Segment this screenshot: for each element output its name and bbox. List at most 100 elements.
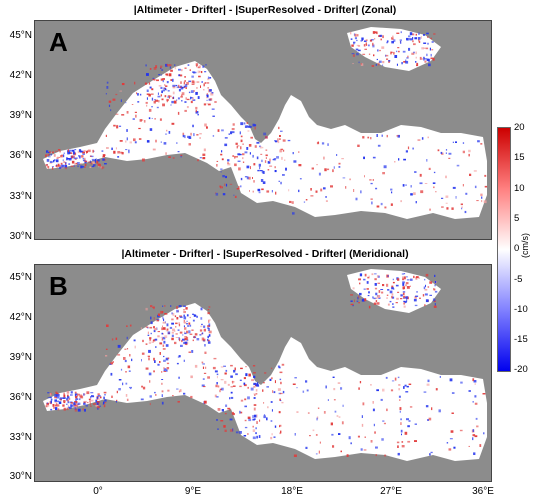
anomaly-speck bbox=[389, 290, 393, 294]
anomaly-speck bbox=[409, 38, 413, 41]
anomaly-speck bbox=[377, 275, 380, 278]
anomaly-speck bbox=[48, 156, 51, 158]
anomaly-speck bbox=[159, 118, 162, 121]
anomaly-speck bbox=[270, 436, 273, 440]
anomaly-speck bbox=[296, 387, 298, 389]
anomaly-speck bbox=[397, 376, 400, 379]
anomaly-speck bbox=[423, 58, 425, 61]
anomaly-speck bbox=[200, 307, 203, 311]
anomaly-speck bbox=[310, 188, 312, 191]
anomaly-speck bbox=[392, 306, 395, 308]
anomaly-speck bbox=[315, 453, 318, 455]
anomaly-speck bbox=[429, 281, 433, 284]
anomaly-speck bbox=[428, 63, 431, 67]
anomaly-speck bbox=[203, 372, 207, 374]
anomaly-speck bbox=[338, 162, 341, 165]
anomaly-speck bbox=[145, 367, 149, 370]
anomaly-speck bbox=[428, 417, 432, 421]
colorbar-tick-10: 10 bbox=[514, 183, 525, 194]
anomaly-speck bbox=[165, 357, 169, 361]
anomaly-speck bbox=[255, 383, 259, 386]
anomaly-speck bbox=[199, 334, 202, 336]
anomaly-speck bbox=[161, 379, 164, 380]
anomaly-speck bbox=[434, 281, 437, 284]
anomaly-speck bbox=[160, 310, 163, 314]
anomaly-speck bbox=[446, 442, 449, 444]
anomaly-speck bbox=[225, 175, 227, 179]
anomaly-speck bbox=[147, 334, 150, 336]
lat-label-b-33: 33°N bbox=[9, 432, 32, 443]
anomaly-speck bbox=[336, 415, 339, 417]
anomaly-speck bbox=[118, 125, 122, 127]
anomaly-speck bbox=[302, 390, 305, 393]
anomaly-speck bbox=[188, 351, 191, 353]
anomaly-speck bbox=[166, 367, 170, 370]
anomaly-speck bbox=[433, 288, 435, 291]
anomaly-speck bbox=[267, 406, 269, 409]
anomaly-speck bbox=[230, 396, 234, 399]
anomaly-speck bbox=[209, 98, 213, 101]
anomaly-speck bbox=[220, 420, 224, 422]
anomaly-speck bbox=[264, 160, 267, 163]
anomaly-speck bbox=[373, 54, 375, 57]
anomaly-speck bbox=[172, 85, 176, 89]
anomaly-speck bbox=[179, 338, 181, 342]
anomaly-speck bbox=[176, 306, 179, 309]
anomaly-speck bbox=[391, 191, 393, 194]
anomaly-speck bbox=[97, 393, 100, 396]
colorbar-tick-5: 5 bbox=[514, 213, 520, 224]
anomaly-speck bbox=[240, 399, 244, 402]
anomaly-speck bbox=[386, 41, 388, 44]
anomaly-speck bbox=[140, 327, 143, 330]
anomaly-speck bbox=[229, 429, 233, 432]
anomaly-speck bbox=[224, 143, 228, 147]
anomaly-speck bbox=[49, 396, 52, 399]
anomaly-speck bbox=[400, 418, 402, 421]
anomaly-speck bbox=[263, 415, 266, 419]
anomaly-speck bbox=[371, 65, 375, 67]
anomaly-speck bbox=[66, 157, 68, 161]
anomaly-speck bbox=[270, 367, 273, 369]
anomaly-speck bbox=[68, 158, 72, 161]
anomaly-speck bbox=[208, 334, 211, 337]
anomaly-speck bbox=[305, 199, 308, 201]
anomaly-speck bbox=[207, 78, 210, 81]
anomaly-speck bbox=[434, 290, 438, 293]
anomaly-speck bbox=[84, 408, 86, 412]
anomaly-speck bbox=[221, 129, 224, 132]
anomaly-speck bbox=[145, 343, 148, 345]
anomaly-speck bbox=[89, 166, 92, 168]
panel-a-black-sea bbox=[347, 27, 441, 71]
anomaly-speck bbox=[74, 391, 77, 394]
anomaly-speck bbox=[236, 188, 240, 190]
anomaly-speck bbox=[368, 291, 370, 294]
anomaly-speck bbox=[74, 407, 77, 410]
anomaly-speck bbox=[178, 305, 182, 308]
anomaly-speck bbox=[180, 154, 183, 156]
anomaly-speck bbox=[121, 114, 125, 116]
anomaly-speck bbox=[243, 377, 246, 380]
anomaly-speck bbox=[139, 93, 142, 96]
anomaly-speck bbox=[74, 149, 77, 151]
anomaly-speck bbox=[482, 393, 486, 395]
anomaly-speck bbox=[163, 142, 167, 145]
anomaly-speck bbox=[153, 100, 156, 104]
anomaly-speck bbox=[197, 66, 201, 69]
anomaly-speck bbox=[153, 317, 155, 320]
anomaly-speck bbox=[74, 163, 76, 166]
anomaly-speck bbox=[83, 393, 85, 396]
anomaly-speck bbox=[126, 398, 129, 401]
anomaly-speck bbox=[90, 399, 94, 402]
anomaly-speck bbox=[357, 49, 361, 52]
anomaly-speck bbox=[417, 139, 421, 141]
anomaly-speck bbox=[350, 294, 354, 296]
anomaly-speck bbox=[261, 146, 264, 149]
anomaly-speck bbox=[406, 286, 410, 289]
anomaly-speck bbox=[237, 153, 241, 156]
anomaly-speck bbox=[265, 157, 267, 159]
anomaly-speck bbox=[172, 312, 175, 316]
anomaly-speck bbox=[199, 70, 201, 73]
anomaly-speck bbox=[58, 156, 61, 158]
anomaly-speck bbox=[429, 47, 431, 51]
anomaly-speck bbox=[203, 400, 207, 404]
